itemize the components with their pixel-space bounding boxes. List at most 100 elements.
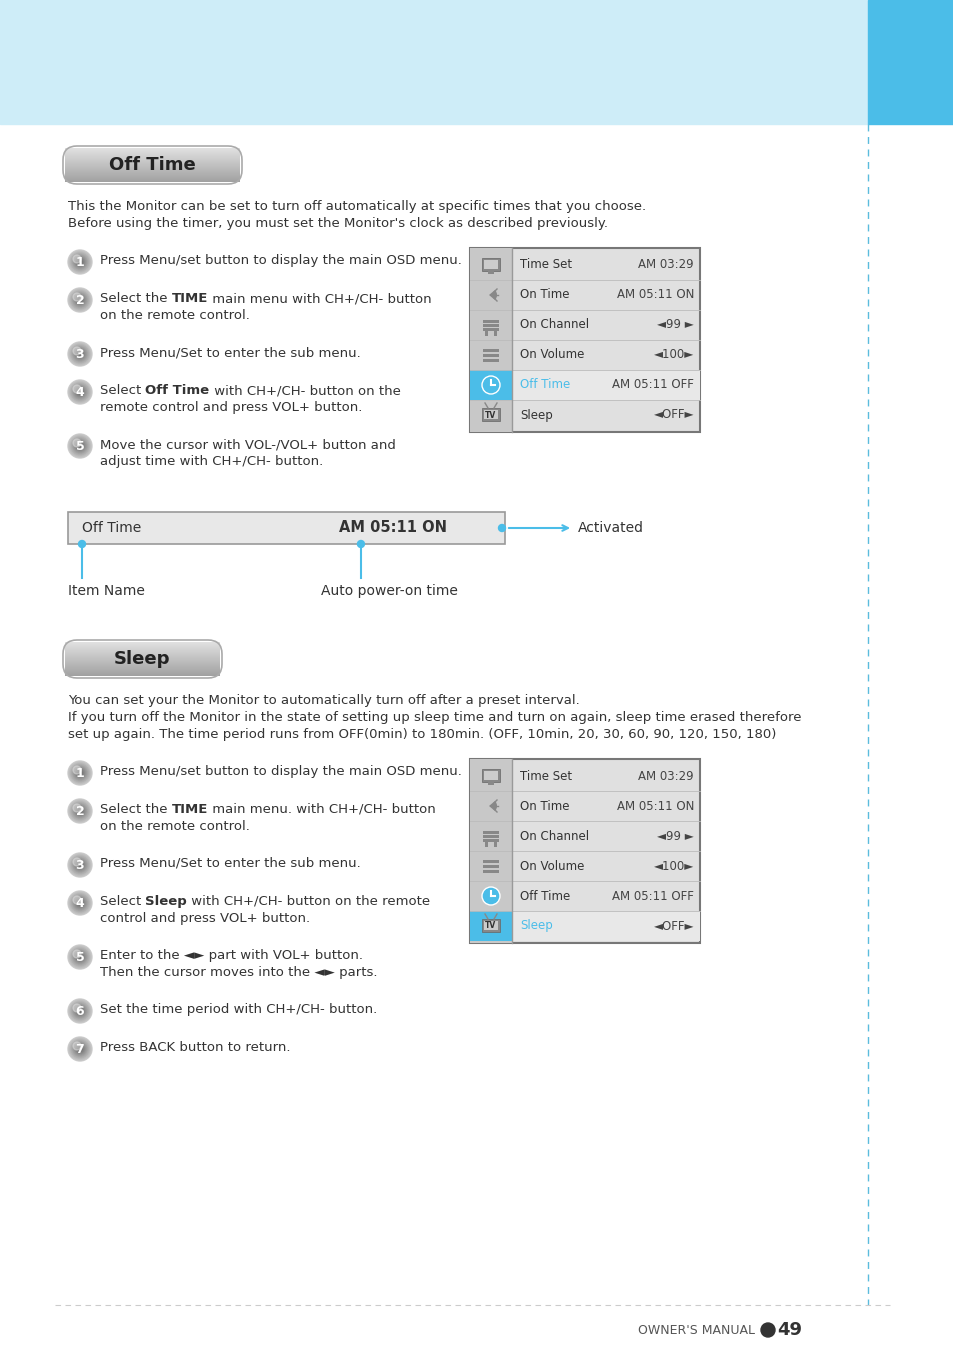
Circle shape (68, 761, 91, 785)
Text: Item Name: Item Name (68, 584, 145, 598)
Text: 2: 2 (75, 294, 84, 308)
Text: Press Menu/Set to enter the sub menu.: Press Menu/Set to enter the sub menu. (100, 345, 360, 359)
Circle shape (68, 434, 91, 459)
Circle shape (71, 384, 88, 401)
Text: 3: 3 (75, 859, 84, 871)
Text: 49: 49 (777, 1321, 801, 1340)
Bar (482, 839, 498, 842)
Bar (470, 248, 700, 432)
Wedge shape (489, 801, 497, 811)
Text: Auto power-on time: Auto power-on time (320, 584, 457, 598)
Circle shape (78, 541, 86, 548)
Circle shape (77, 297, 83, 304)
Circle shape (71, 438, 88, 455)
Bar (482, 320, 498, 322)
Circle shape (78, 298, 82, 302)
Bar (482, 359, 498, 362)
Text: Set the time period with CH+/CH- button.: Set the time period with CH+/CH- button. (100, 1004, 376, 1016)
Circle shape (71, 437, 89, 455)
Circle shape (73, 896, 87, 911)
Circle shape (481, 376, 499, 394)
Text: 4: 4 (75, 897, 84, 911)
Circle shape (68, 946, 91, 969)
Circle shape (77, 954, 83, 960)
Text: remote control and press VOL+ button.: remote control and press VOL+ button. (100, 401, 362, 414)
Text: Off Time: Off Time (519, 889, 570, 902)
Circle shape (73, 950, 81, 958)
Circle shape (76, 807, 84, 815)
Bar (488, 271, 494, 274)
Bar (488, 782, 494, 785)
Circle shape (69, 892, 91, 915)
Circle shape (71, 803, 88, 819)
Bar (481, 769, 499, 782)
Text: This the Monitor can be set to turn off automatically at specific times that you: This the Monitor can be set to turn off … (68, 200, 645, 213)
Circle shape (79, 1048, 81, 1050)
Text: ◄99 ►: ◄99 ► (657, 318, 693, 332)
Text: AM 03:29: AM 03:29 (638, 769, 693, 782)
Text: If you turn off the Monitor in the state of setting up sleep time and turn on ag: If you turn off the Monitor in the state… (68, 711, 801, 724)
Circle shape (69, 380, 91, 403)
Circle shape (69, 800, 91, 822)
Text: adjust time with CH+/CH- button.: adjust time with CH+/CH- button. (100, 455, 323, 468)
Text: AM 03:29: AM 03:29 (638, 259, 693, 271)
Text: Sleep: Sleep (519, 920, 552, 932)
Circle shape (70, 855, 90, 876)
Text: 4: 4 (75, 386, 84, 399)
Text: Enter to the ◄► part with VOL+ button.: Enter to the ◄► part with VOL+ button. (100, 948, 363, 962)
Text: Select the: Select the (100, 291, 172, 305)
Circle shape (69, 251, 91, 272)
Text: On Channel: On Channel (519, 830, 589, 843)
Circle shape (73, 255, 81, 263)
Text: with CH+/CH- button on the: with CH+/CH- button on the (210, 384, 400, 397)
Bar (481, 407, 499, 421)
Circle shape (79, 902, 81, 904)
Circle shape (73, 347, 87, 362)
Text: On Time: On Time (519, 289, 569, 301)
Bar (483, 921, 497, 929)
Circle shape (68, 890, 91, 915)
Circle shape (76, 861, 84, 869)
Circle shape (70, 382, 90, 402)
Text: Sleep: Sleep (146, 894, 187, 908)
Bar (481, 919, 499, 932)
Circle shape (76, 952, 84, 960)
Circle shape (71, 254, 88, 270)
Text: ◄OFF►: ◄OFF► (653, 409, 693, 421)
Circle shape (74, 805, 86, 817)
Text: On Volume: On Volume (519, 859, 584, 873)
Circle shape (73, 438, 81, 447)
Circle shape (68, 853, 91, 877)
Text: AM 05:11 ON: AM 05:11 ON (616, 800, 693, 812)
Circle shape (74, 951, 86, 963)
Text: On Volume: On Volume (519, 348, 584, 362)
Circle shape (71, 383, 89, 401)
Circle shape (71, 1002, 89, 1020)
Text: control and press VOL+ button.: control and press VOL+ button. (100, 912, 310, 925)
Bar (494, 331, 497, 336)
Text: ◄100►: ◄100► (653, 859, 693, 873)
Circle shape (73, 293, 87, 308)
Circle shape (73, 766, 81, 774)
Circle shape (79, 809, 81, 812)
Circle shape (75, 349, 85, 359)
Circle shape (76, 769, 84, 777)
Circle shape (74, 256, 86, 268)
Text: TV: TV (485, 921, 497, 931)
Bar (867, 0, 953, 124)
Text: Press Menu/set button to display the main OSD menu.: Press Menu/set button to display the mai… (100, 765, 461, 778)
Text: On Channel: On Channel (519, 318, 589, 332)
Circle shape (79, 863, 81, 866)
Circle shape (76, 442, 84, 451)
Circle shape (77, 259, 83, 264)
Circle shape (77, 1045, 83, 1052)
Circle shape (70, 290, 90, 310)
Text: AM 05:11 OFF: AM 05:11 OFF (612, 889, 693, 902)
Circle shape (70, 252, 90, 272)
Circle shape (357, 541, 364, 548)
Circle shape (68, 380, 91, 403)
Circle shape (68, 1000, 91, 1023)
Text: set up again. The time period runs from OFF(0min) to 180min. (OFF, 10min, 20, 30: set up again. The time period runs from … (68, 728, 776, 741)
Circle shape (75, 805, 85, 816)
Text: Off Time: Off Time (109, 156, 195, 174)
